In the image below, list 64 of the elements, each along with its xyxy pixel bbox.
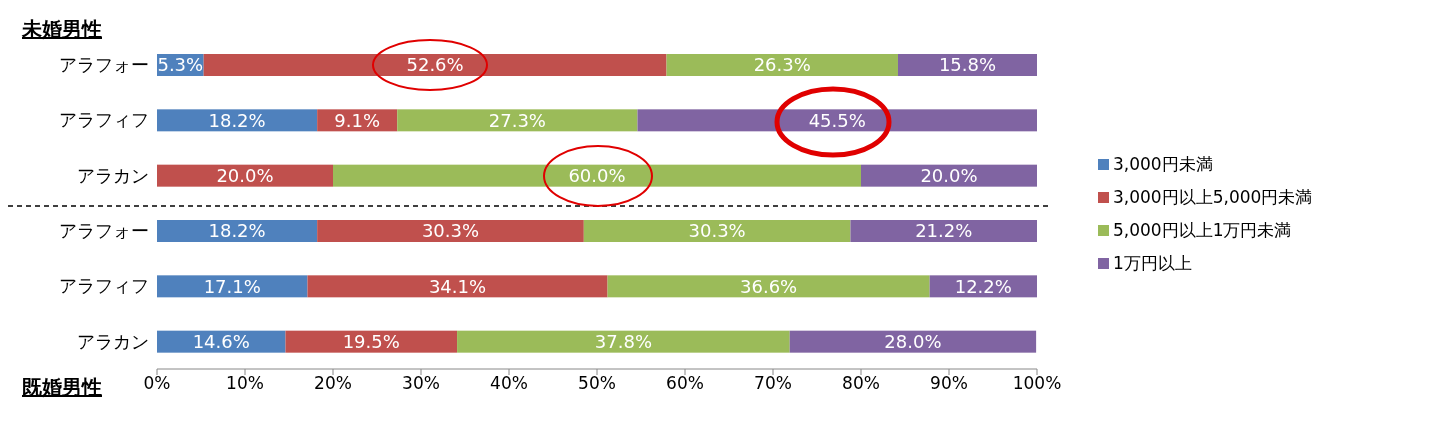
bar bbox=[789, 330, 1037, 353]
x-tick-label: 90% bbox=[930, 373, 968, 394]
bar bbox=[157, 275, 308, 298]
bar bbox=[307, 275, 608, 298]
data-label: 30.3% bbox=[421, 220, 480, 242]
bar bbox=[637, 109, 1037, 132]
data-label: 5.3% bbox=[157, 54, 204, 76]
data-label: 20.0% bbox=[920, 165, 978, 187]
x-tick-label: 60% bbox=[666, 373, 704, 394]
bar bbox=[317, 220, 584, 242]
data-label: 26.3% bbox=[753, 54, 811, 76]
data-label: 15.8% bbox=[938, 54, 997, 76]
data-label: 52.6% bbox=[406, 54, 464, 76]
data-label: 18.2% bbox=[208, 109, 266, 131]
x-tick-label: 70% bbox=[754, 373, 792, 394]
bar bbox=[861, 164, 1037, 187]
x-tick-label: 0% bbox=[143, 373, 171, 394]
x-tick-label: 50% bbox=[578, 373, 616, 394]
x-tick-label: 20% bbox=[314, 373, 352, 394]
data-label: 45.5% bbox=[808, 109, 866, 131]
data-label: 60.0% bbox=[568, 165, 626, 187]
text: 既婚男性 bbox=[22, 374, 102, 401]
data-label: 12.2% bbox=[954, 275, 1012, 297]
bar bbox=[333, 164, 861, 187]
data-label: 17.1% bbox=[203, 275, 261, 297]
text: 未婚男性 bbox=[22, 16, 102, 43]
data-label: 27.3% bbox=[488, 109, 546, 131]
y-tick-label: アラカン bbox=[77, 330, 149, 352]
data-label: 20.0% bbox=[216, 165, 274, 187]
bar bbox=[607, 275, 930, 298]
y-tick-label: アラカン bbox=[77, 164, 149, 186]
data-label: 30.3% bbox=[688, 220, 746, 242]
bar bbox=[457, 330, 790, 353]
bar bbox=[666, 54, 898, 76]
y-tick-label: アラフォー bbox=[59, 220, 149, 242]
bar bbox=[397, 109, 638, 132]
bar bbox=[583, 220, 851, 242]
bar bbox=[157, 109, 318, 132]
data-label: 34.1% bbox=[428, 275, 487, 297]
legend-label: 3,000円未満 bbox=[1113, 153, 1213, 176]
x-tick-label: 80% bbox=[842, 373, 880, 394]
data-label: 37.8% bbox=[594, 331, 652, 353]
legend-label: 3,000円以上5,000円未満 bbox=[1113, 186, 1313, 209]
x-tick-label: 40% bbox=[490, 373, 528, 394]
data-label: 21.2% bbox=[915, 220, 973, 242]
y-tick-label: アラフォー bbox=[59, 54, 149, 76]
x-tick-label: 10% bbox=[226, 373, 264, 394]
x-tick-label: 100% bbox=[1012, 373, 1062, 394]
y-tick-label: アラフィフ bbox=[59, 275, 149, 297]
bar bbox=[285, 330, 458, 353]
data-label: 14.6% bbox=[192, 331, 250, 353]
bar bbox=[157, 220, 318, 242]
x-tick-label: 30% bbox=[402, 373, 440, 394]
data-label: 18.2% bbox=[208, 220, 266, 242]
data-label: 19.5% bbox=[342, 331, 400, 353]
y-tick-label: アラフィフ bbox=[59, 109, 149, 131]
legend-label: 1万円以上 bbox=[1113, 252, 1192, 275]
bar bbox=[850, 220, 1037, 242]
data-label: 9.1% bbox=[334, 109, 381, 131]
legend-label: 5,000円以上1万円未満 bbox=[1113, 219, 1292, 242]
data-label: 36.6% bbox=[740, 275, 798, 297]
bar bbox=[203, 54, 667, 76]
data-label: 28.0% bbox=[884, 331, 942, 353]
bar bbox=[157, 164, 333, 187]
